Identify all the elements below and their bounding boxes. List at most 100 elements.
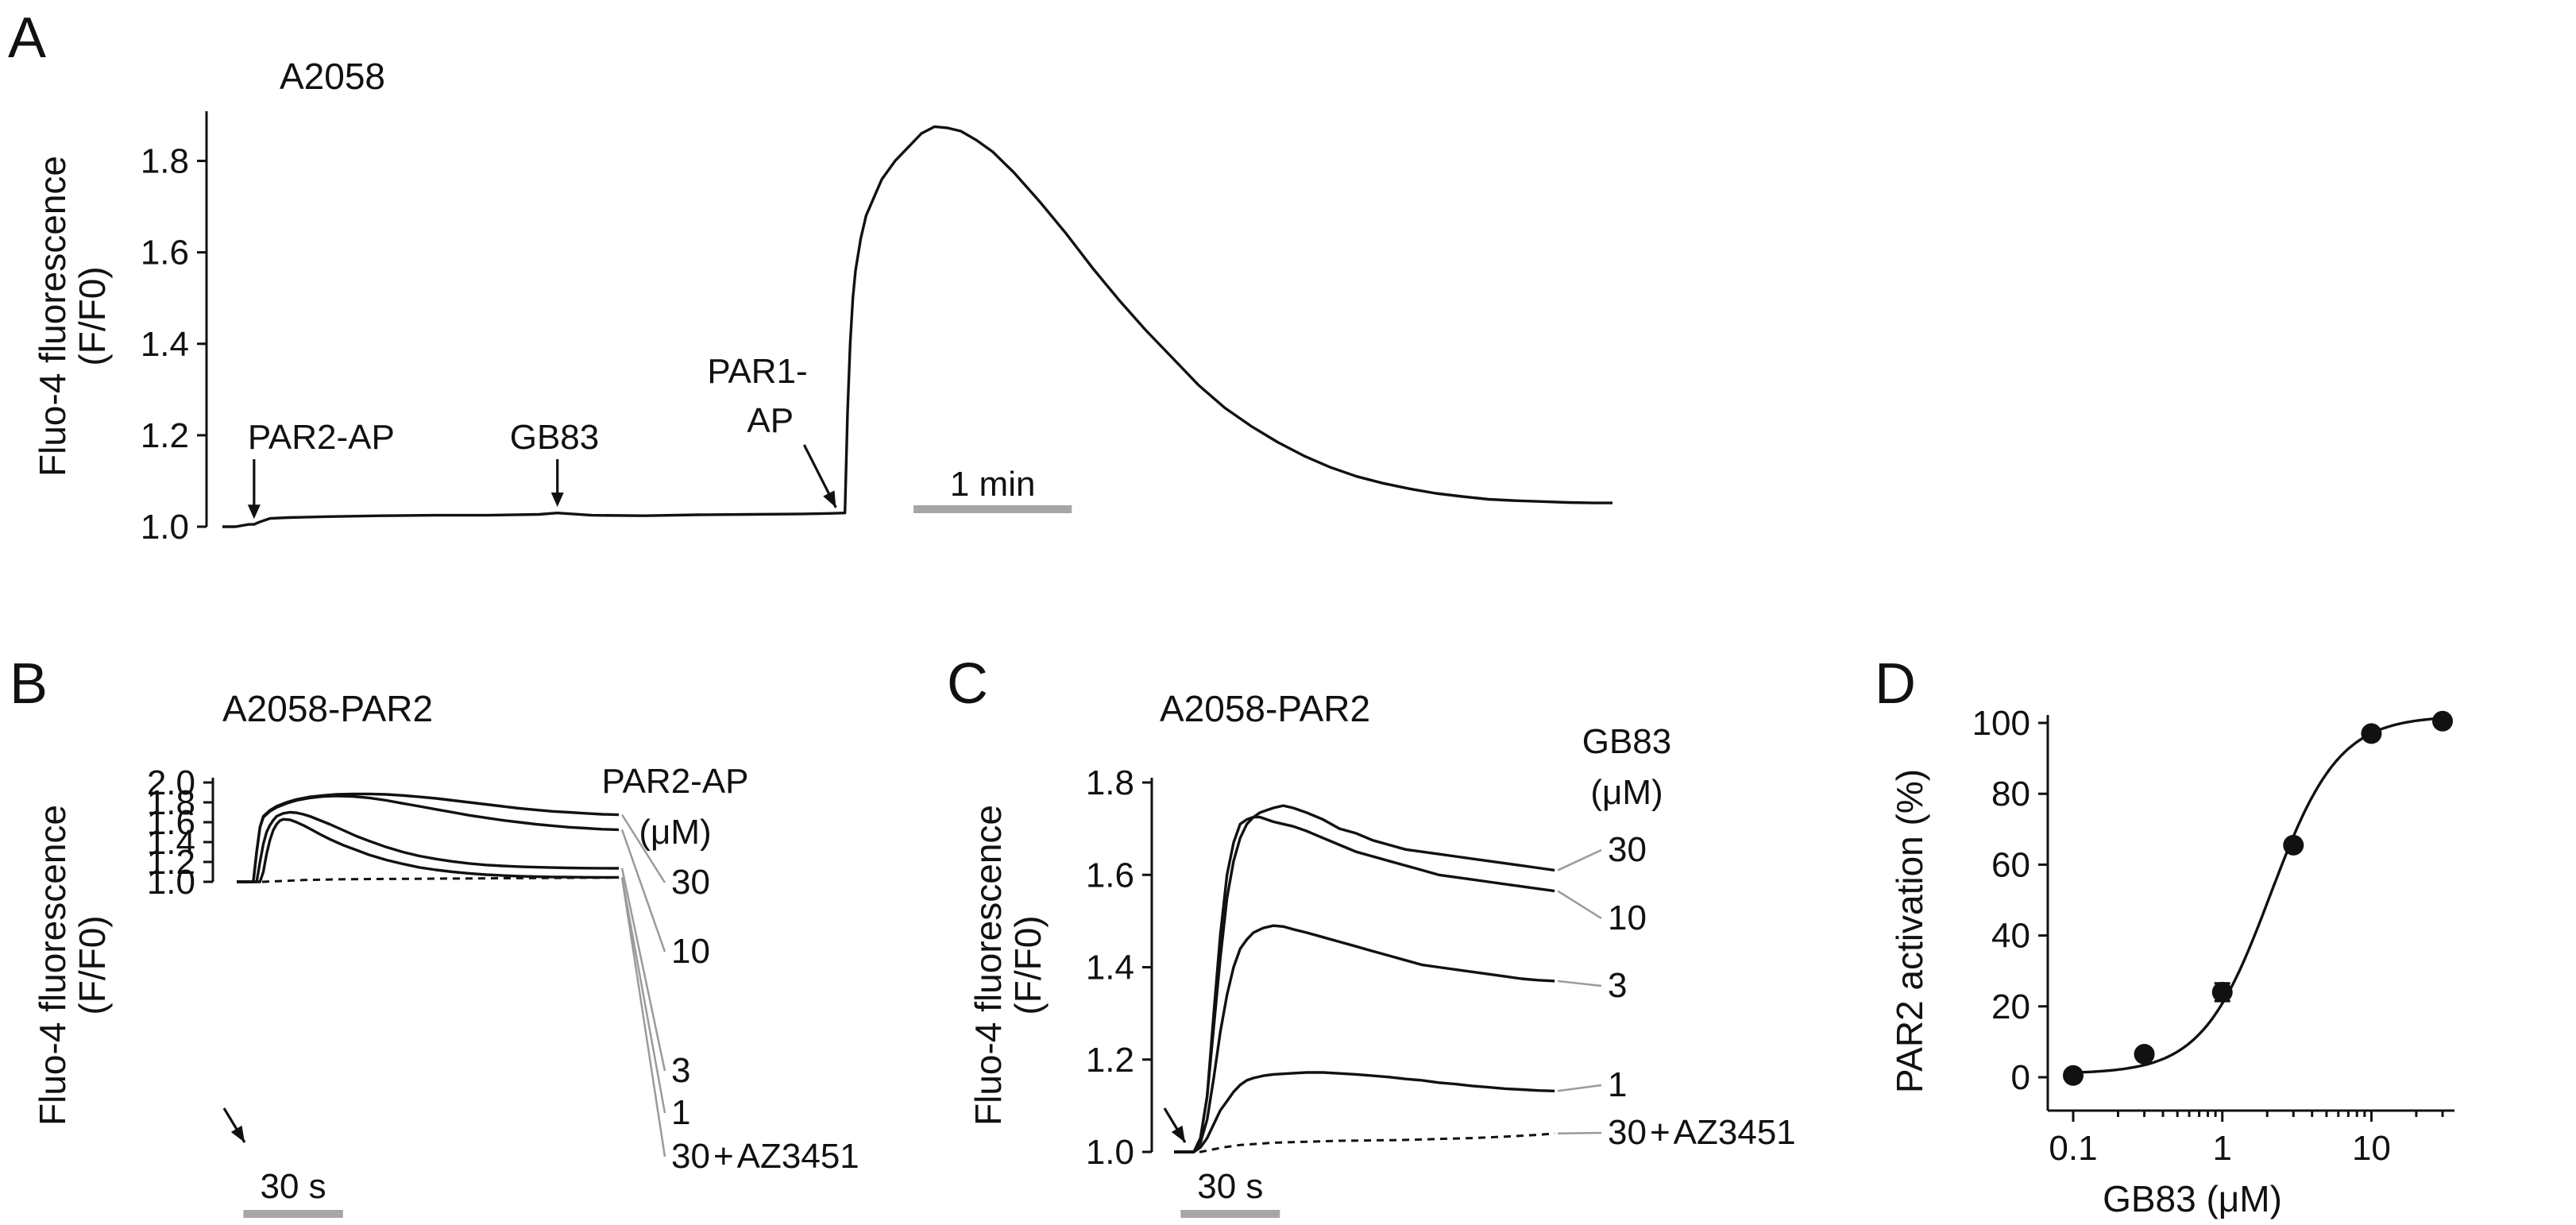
panel-c-y-tick-label: 1.8 bbox=[1086, 763, 1134, 802]
stimulus-arrow-head bbox=[1171, 1125, 1185, 1142]
panel-b-traces bbox=[222, 792, 666, 1157]
trace-line bbox=[237, 810, 620, 883]
panel-a-y-tick-label: 1.4 bbox=[141, 325, 189, 364]
annotation-par1-ap-line2: AP bbox=[747, 401, 794, 440]
panel-b-y-tick-label: 1.0 bbox=[147, 863, 195, 902]
series-label-30-az3451-dose: 30 bbox=[1608, 1113, 1647, 1152]
series-label-30: 30 bbox=[671, 863, 710, 902]
panel-d-ylabel: PAR2 activation (%) bbox=[1889, 769, 1930, 1093]
series-label-30-az3451-drug: AZ3451 bbox=[737, 1137, 859, 1176]
panel-c-y-axis-label: Fluo-4 fluorescence (F/F0) bbox=[967, 805, 1049, 1126]
label-leader bbox=[1557, 848, 1602, 871]
panel-b-scale-bar: 30 s bbox=[243, 1167, 343, 1218]
panel-d-x-tick-label: 10 bbox=[2352, 1129, 2391, 1168]
panel-b-series-labels: 30 10 3 1 30+AZ3451 bbox=[671, 863, 859, 1176]
panel-d-y-tick-label: 20 bbox=[1991, 987, 2030, 1026]
annotation-par1-ap-line1: PAR1- bbox=[707, 352, 807, 391]
arrow-par1-ap-head bbox=[823, 490, 836, 508]
panel-c-y-tick-label: 1.4 bbox=[1086, 949, 1134, 987]
panel-letter-a: A bbox=[8, 6, 46, 70]
panel-d: D PAR2 activation (%) GB83 (μM) 0 20 40 60 8… bbox=[1875, 652, 2454, 1219]
arrow-par2-ap-head bbox=[247, 504, 261, 520]
series-label-30-az3451-plus: + bbox=[1650, 1113, 1670, 1152]
panel-a-y-tick-label: 1.0 bbox=[141, 508, 189, 547]
panel-a-title: A2058 bbox=[280, 56, 385, 97]
fit-curve bbox=[2072, 717, 2443, 1074]
trace-line bbox=[1174, 1071, 1555, 1154]
panel-c-y-tick-label: 1.2 bbox=[1086, 1041, 1134, 1080]
panel-d-data-points bbox=[2063, 710, 2453, 1086]
scale-bar-label: 30 s bbox=[261, 1167, 326, 1206]
panel-letter-b: B bbox=[10, 652, 48, 716]
panel-b-y-tick-label: 2.0 bbox=[147, 763, 195, 802]
panel-c-series-labels: 30 10 3 1 30+AZ3451 bbox=[1608, 830, 1796, 1152]
panel-a-annotations: PAR2-AP GB83 PAR1- AP bbox=[247, 352, 837, 520]
series-label-30-az3451: 30+AZ3451 bbox=[1608, 1113, 1796, 1152]
panel-b-ylabel-line2: (F/F0) bbox=[71, 915, 113, 1014]
panel-d-xlabel: GB83 (μM) bbox=[2103, 1178, 2282, 1219]
panel-b-legend-title-line2: (μM) bbox=[639, 813, 711, 852]
label-leader bbox=[620, 877, 666, 1114]
panel-b-legend-title: PAR2-AP (μM) bbox=[601, 762, 748, 852]
data-point bbox=[2211, 981, 2233, 1003]
data-point bbox=[2063, 1065, 2084, 1086]
label-leader bbox=[1558, 1084, 1602, 1092]
label-leader bbox=[620, 829, 666, 953]
label-leader bbox=[1558, 980, 1602, 987]
stimulus-arrow-head bbox=[230, 1125, 245, 1142]
series-label-3: 3 bbox=[671, 1051, 690, 1090]
panel-c-y-tick-label: 1.6 bbox=[1086, 856, 1134, 895]
panel-d-x-tick-label: 0.1 bbox=[2049, 1129, 2097, 1168]
series-label-30-az3451-plus: + bbox=[713, 1137, 734, 1176]
panel-c-traces bbox=[1163, 804, 1602, 1154]
panel-a-y-axis-label: Fluo-4 fluorescence (F/F0) bbox=[32, 156, 113, 477]
panel-a-scale-bar: 1 min bbox=[913, 465, 1072, 513]
panel-b-ylabel-line1: Fluo-4 fluorescence bbox=[32, 805, 73, 1126]
series-label-1: 1 bbox=[1608, 1065, 1627, 1104]
panel-c-ylabel-line1: Fluo-4 fluorescence bbox=[967, 805, 1009, 1126]
panel-d-y-tick-label: 80 bbox=[1991, 775, 2030, 813]
arrow-gb83-head bbox=[550, 493, 564, 508]
panel-b-y-tick-label: 1.6 bbox=[147, 803, 195, 842]
series-label-10: 10 bbox=[671, 932, 710, 971]
panel-b-y-tick-label: 1.4 bbox=[147, 823, 195, 862]
panel-d-axes: 0 20 40 60 80 100 0.1 1 10 bbox=[1972, 704, 2454, 1168]
panel-c-legend-title-line2: (μM) bbox=[1590, 773, 1663, 812]
panel-d-y-tick-label: 40 bbox=[1991, 917, 2030, 956]
panel-c-legend-title-line1: GB83 bbox=[1582, 722, 1672, 761]
panel-a-ylabel-line2: (F/F0) bbox=[71, 266, 113, 365]
trace-line bbox=[1174, 1132, 1555, 1154]
panel-a-y-tick-label: 1.6 bbox=[141, 234, 189, 272]
data-point bbox=[2134, 1044, 2155, 1065]
annotation-par2-ap: PAR2-AP bbox=[248, 418, 395, 457]
label-leader bbox=[1557, 890, 1602, 920]
series-label-30-az3451: 30+AZ3451 bbox=[671, 1137, 859, 1176]
panel-c-y-axis: 1.0 1.2 1.4 1.6 1.8 bbox=[1086, 763, 1153, 1172]
trace-line bbox=[237, 876, 620, 883]
label-leader bbox=[621, 813, 666, 883]
panel-c-legend-title: GB83 (μM) bbox=[1582, 722, 1672, 812]
panel-a-y-tick-label: 1.2 bbox=[141, 416, 189, 455]
annotation-gb83: GB83 bbox=[510, 418, 600, 457]
panel-c-title: A2058-PAR2 bbox=[1160, 688, 1370, 729]
panel-a-ylabel-line1: Fluo-4 fluorescence bbox=[32, 156, 73, 477]
panel-letter-c: C bbox=[947, 652, 988, 716]
series-label-3: 3 bbox=[1608, 966, 1627, 1005]
panel-b-y-tick-label: 1.2 bbox=[147, 843, 195, 882]
panel-b-y-axis-label: Fluo-4 fluorescence (F/F0) bbox=[32, 805, 113, 1126]
data-point bbox=[2432, 710, 2453, 732]
trace-line bbox=[222, 125, 1612, 528]
panel-c-y-tick-label: 1.0 bbox=[1086, 1133, 1134, 1172]
trace-line bbox=[237, 817, 620, 883]
panel-a-y-tick-label: 1.8 bbox=[141, 142, 189, 181]
panel-a-traces bbox=[222, 125, 1612, 528]
trace-line bbox=[1174, 804, 1555, 1154]
panel-letter-d: D bbox=[1875, 652, 1916, 716]
scale-bar-label: 30 s bbox=[1197, 1167, 1263, 1206]
panel-d-y-tick-label: 60 bbox=[1991, 845, 2030, 884]
panel-d-x-tick-label: 1 bbox=[2212, 1129, 2231, 1168]
trace-line bbox=[237, 794, 620, 883]
label-leader bbox=[620, 868, 666, 1072]
label-leader bbox=[1558, 1131, 1602, 1134]
data-point bbox=[2283, 834, 2304, 856]
